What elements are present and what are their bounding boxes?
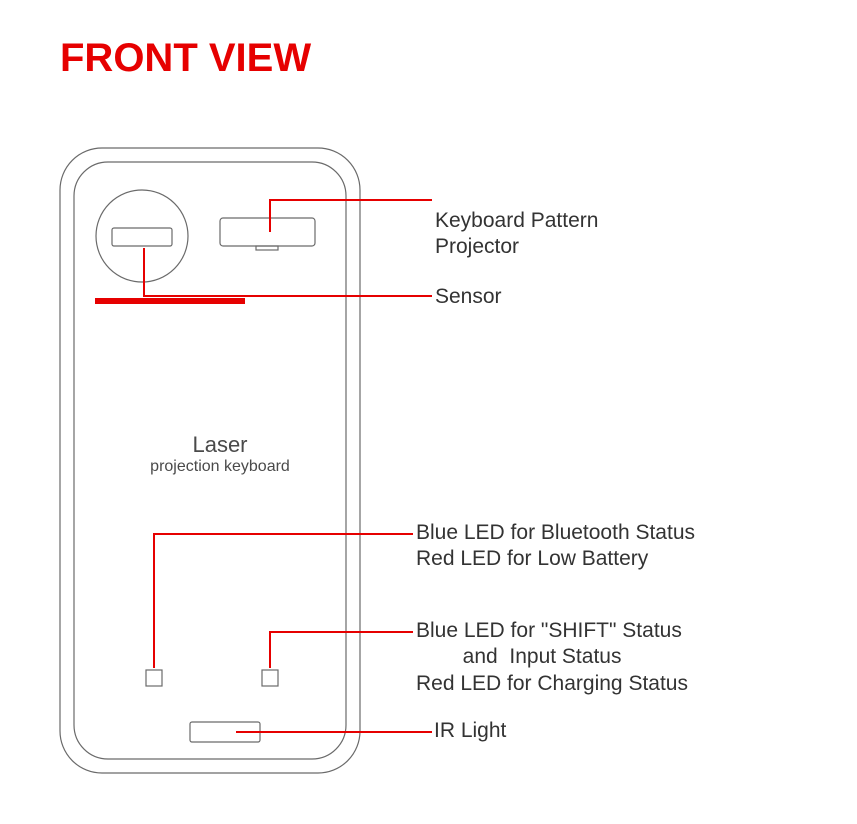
leader-led-shift-charge bbox=[270, 632, 413, 668]
callout-led-shift-charge-line: Blue LED for "SHIFT" Status bbox=[416, 618, 688, 644]
callout-projector: Keyboard PatternProjector bbox=[435, 208, 598, 261]
sensor-red-bar bbox=[95, 298, 245, 304]
callout-led-shift-charge-line: Red LED for Charging Status bbox=[416, 671, 688, 697]
callout-sensor: Sensor bbox=[435, 284, 502, 310]
led-left bbox=[146, 670, 162, 686]
product-label: Laser projection keyboard bbox=[140, 432, 300, 476]
callout-projector-line: Projector bbox=[435, 234, 598, 260]
front-view-diagram bbox=[0, 0, 857, 824]
callout-led-shift-charge-line: and Input Status bbox=[416, 644, 688, 670]
product-label-line1: Laser bbox=[140, 432, 300, 458]
callout-led-bt-battery: Blue LED for Bluetooth StatusRed LED for… bbox=[416, 520, 695, 573]
callout-led-shift-charge: Blue LED for "SHIFT" Status and Input St… bbox=[416, 618, 688, 697]
leader-led-bt-battery bbox=[154, 534, 413, 668]
callout-ir-light-line: IR Light bbox=[434, 718, 506, 744]
callout-projector-line: Keyboard Pattern bbox=[435, 208, 598, 234]
callout-sensor-line: Sensor bbox=[435, 284, 502, 310]
callout-led-bt-battery-line: Blue LED for Bluetooth Status bbox=[416, 520, 695, 546]
leader-sensor bbox=[144, 248, 432, 296]
callout-ir-light: IR Light bbox=[434, 718, 506, 744]
leader-projector bbox=[270, 200, 432, 232]
projector-slot bbox=[220, 218, 315, 246]
product-label-line2: projection keyboard bbox=[140, 458, 300, 476]
led-right bbox=[262, 670, 278, 686]
sensor-slot bbox=[112, 228, 172, 246]
callout-led-bt-battery-line: Red LED for Low Battery bbox=[416, 546, 695, 572]
